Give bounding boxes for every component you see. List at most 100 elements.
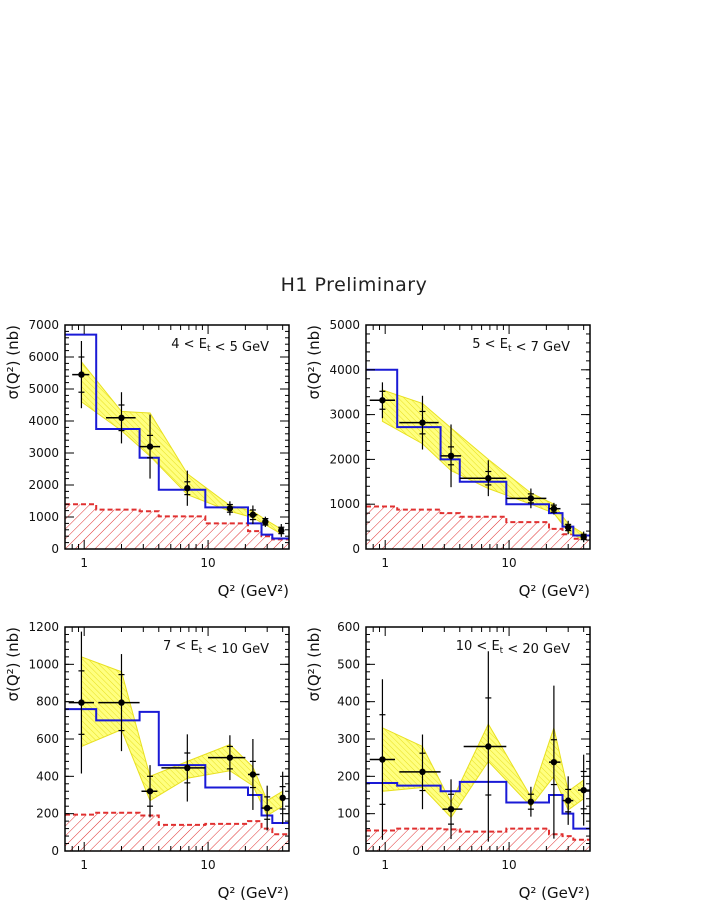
y-tick-label: 5000 <box>28 382 59 396</box>
data-point <box>548 685 561 839</box>
data-marker <box>580 533 587 541</box>
data-marker <box>580 786 587 794</box>
y-tick-label: 800 <box>36 695 59 709</box>
y-tick-label: 1000 <box>28 510 59 524</box>
data-marker <box>419 419 426 426</box>
plot-area <box>65 631 289 851</box>
plot-area <box>65 333 289 549</box>
x-tick-label: 1 <box>381 556 389 570</box>
y-tick-label: 2000 <box>329 452 360 466</box>
data-marker <box>527 798 535 805</box>
data-marker <box>184 485 191 492</box>
data-point <box>139 414 161 479</box>
data-marker <box>226 754 234 761</box>
data-marker <box>447 805 455 813</box>
y-tick-label: 4000 <box>28 414 59 428</box>
data-point <box>262 516 269 527</box>
data-marker <box>184 764 191 772</box>
x-tick-label: 1 <box>80 556 88 570</box>
data-marker <box>550 758 558 766</box>
y-axis-title: σ(Q²) (nb) <box>305 325 323 400</box>
hadronic-hatch-area <box>366 828 590 851</box>
y-tick-label: 300 <box>337 732 360 746</box>
y-tick-label: 200 <box>337 769 360 783</box>
data-marker <box>564 797 572 804</box>
y-tick-label: 0 <box>352 844 360 858</box>
x-tick-label: 10 <box>200 556 215 570</box>
data-point <box>184 470 191 506</box>
data-point <box>442 779 463 840</box>
data-point <box>226 501 234 516</box>
data-point <box>580 531 587 543</box>
y-tick-label: 500 <box>337 657 360 671</box>
x-tick-label: 10 <box>200 858 215 872</box>
data-marker <box>485 743 492 750</box>
y-tick-label: 200 <box>36 807 59 821</box>
data-marker <box>78 699 85 706</box>
data-marker <box>485 475 492 482</box>
y-tick-label: 600 <box>36 732 59 746</box>
data-point <box>564 520 572 535</box>
x-tick-label: 10 <box>501 858 516 872</box>
data-point <box>208 735 246 781</box>
data-point <box>278 524 285 537</box>
page-title: H1 Preliminary <box>280 274 428 296</box>
data-marker <box>249 771 257 778</box>
y-tick-label: 400 <box>337 695 360 709</box>
hadronic-hatch-area <box>65 504 289 549</box>
panel-label: 5 < Et < 7 GeV <box>472 337 570 355</box>
data-point <box>369 382 395 419</box>
y-tick-label: 100 <box>337 807 360 821</box>
data-point <box>68 631 94 774</box>
data-point <box>440 424 462 488</box>
data-point <box>463 651 507 842</box>
data-marker <box>278 527 285 534</box>
plot-area <box>366 651 590 851</box>
mc-histogram-line <box>65 333 289 540</box>
y-tick-label: 4000 <box>329 363 360 377</box>
y-axis-title: σ(Q²) (nb) <box>4 325 22 400</box>
data-point <box>161 734 206 802</box>
hadronic-dashed-line <box>65 503 289 541</box>
hadronic-dashed-line <box>366 505 590 540</box>
data-marker <box>379 397 386 404</box>
y-tick-label: 7000 <box>28 318 59 332</box>
data-marker <box>527 495 535 502</box>
y-tick-label: 5000 <box>329 318 360 332</box>
data-point <box>459 460 507 497</box>
y-tick-label: 1000 <box>28 657 59 671</box>
data-point <box>247 505 258 525</box>
data-marker <box>379 756 386 763</box>
data-marker <box>146 443 154 450</box>
y-axis-title: σ(Q²) (nb) <box>305 627 323 702</box>
hadronic-hatch-area <box>65 812 289 851</box>
data-marker <box>226 505 234 512</box>
hadronic-dashed-line <box>366 827 590 841</box>
panel-label: 4 < Et < 5 GeV <box>171 337 269 355</box>
x-tick-label: 10 <box>501 556 516 570</box>
x-axis-title: Q² (GeV²) <box>218 582 289 600</box>
plot-frame <box>64 324 290 550</box>
y-tick-label: 0 <box>51 542 59 556</box>
data-marker <box>550 505 558 512</box>
plot-area <box>366 368 590 549</box>
y-tick-label: 600 <box>337 620 360 634</box>
y-tick-label: 6000 <box>28 350 59 364</box>
x-tick-label: 1 <box>381 858 389 872</box>
data-point <box>369 679 395 840</box>
data-marker <box>447 452 455 460</box>
data-marker <box>279 794 286 801</box>
data-point <box>506 488 547 509</box>
data-point <box>577 754 590 826</box>
x-axis-title: Q² (GeV²) <box>519 582 590 600</box>
panel-label: 10 < Et < 20 GeV <box>456 639 570 657</box>
y-tick-label: 1000 <box>329 497 360 511</box>
x-axis-title: Q² (GeV²) <box>218 884 289 902</box>
data-point <box>106 392 136 444</box>
data-point <box>399 395 439 450</box>
data-marker <box>262 518 269 525</box>
